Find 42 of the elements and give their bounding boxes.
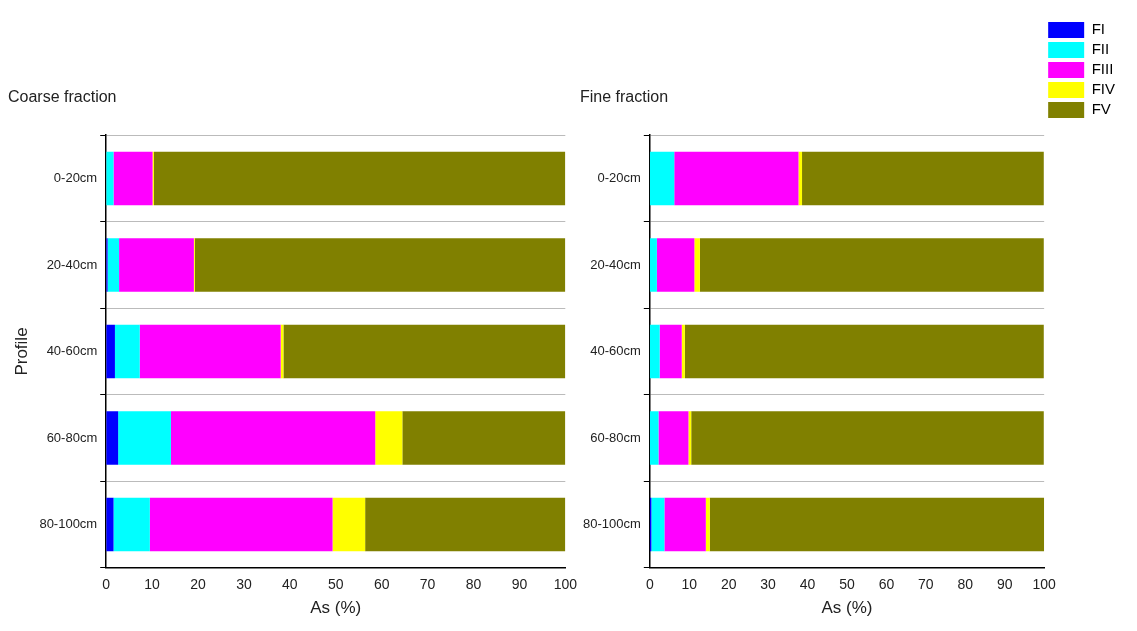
y-tick-label: 80-100cm [39,516,98,532]
x-axis-title: As (%) [310,598,362,618]
x-tick-label: 90 [996,576,1013,593]
x-tick-label: 50 [839,576,855,593]
y-tick-label: 40-60cm [46,343,98,359]
x-tick-label: 60 [878,576,895,593]
legend-label: FV [1091,100,1111,118]
y-tick-label: 40-60cm [590,343,641,359]
y-tick-label: 0-20cm [53,170,98,186]
x-tick-label: 30 [236,576,252,593]
y-tick-label: 80-100cm [583,516,641,532]
x-tick-label: 10 [681,576,698,593]
legend-label: FIII [1091,60,1114,78]
x-tick-label: 0 [102,576,111,593]
x-tick-label: 0 [645,576,654,593]
x-tick-label: 20 [190,576,207,593]
x-tick-label: 40 [799,576,816,593]
x-tick-label: 40 [282,576,298,593]
x-tick-label: 70 [918,576,934,593]
y-tick-label: 60-80cm [46,429,98,445]
x-tick-label: 20 [720,576,737,593]
y-tick-label: 20-40cm [590,256,641,272]
x-tick-label: 30 [760,576,777,593]
x-tick-label: 90 [511,576,528,593]
y-tick-label: 0-20cm [597,170,641,186]
x-axis-title: As (%) [821,598,873,618]
x-tick-label: 50 [327,576,344,593]
x-tick-label: 80 [957,576,974,593]
x-tick-label: 100 [553,576,578,593]
chart-title: Coarse fraction [8,88,117,106]
chart-title: Fine fraction [580,88,669,106]
x-tick-label: 60 [373,576,390,593]
x-tick-label: 10 [144,576,161,593]
y-tick-label: 60-80cm [590,429,641,445]
legend-label: FII [1091,40,1110,58]
legend-label: FI [1091,20,1106,38]
legend-label: FIV [1091,80,1116,98]
y-axis-title: Profile [11,327,31,376]
x-tick-label: 70 [419,576,436,593]
y-tick-label: 20-40cm [46,256,98,272]
x-tick-label: 100 [1032,576,1057,593]
x-tick-label: 80 [465,576,482,593]
